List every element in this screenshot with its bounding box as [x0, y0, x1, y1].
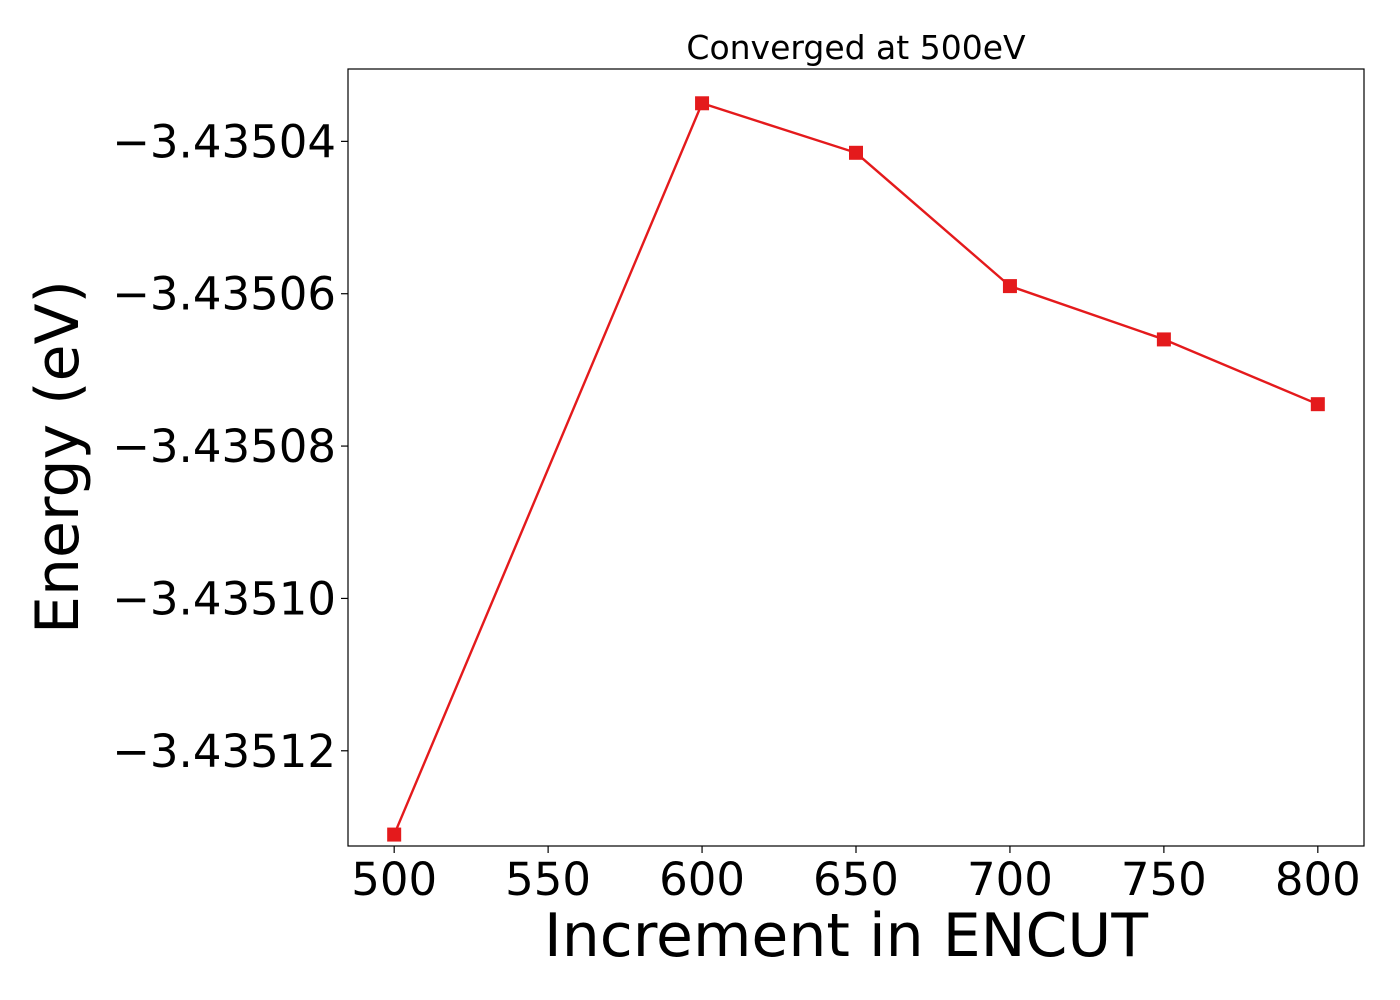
y-tick-label: −3.43508	[112, 420, 336, 473]
plot-area-frame	[347, 68, 1365, 847]
data-point-marker	[1310, 397, 1325, 412]
chart-title: Converged at 500eV	[686, 28, 1026, 67]
data-point-marker	[387, 827, 402, 842]
x-tick-label: 600	[659, 853, 745, 906]
x-axis-label: Increment in ENCUT	[544, 901, 1148, 971]
data-point-marker	[1002, 279, 1017, 294]
x-tick-label: 800	[1275, 853, 1361, 906]
x-tick-label: 700	[967, 853, 1053, 906]
data-point-marker	[695, 96, 710, 111]
y-tick-label: −3.43512	[112, 725, 336, 778]
series-line	[393, 101, 1319, 836]
y-axis-label: Energy (eV)	[23, 280, 93, 634]
x-tick-label: 550	[505, 853, 591, 906]
x-axis-ticks: 500 550 600 650 700 750 800	[351, 846, 1361, 906]
y-tick-label: −3.43504	[112, 115, 336, 168]
x-tick-label: 650	[813, 853, 899, 906]
y-tick-label: −3.43510	[112, 572, 336, 625]
data-point-marker	[1156, 332, 1171, 347]
x-tick-label: 750	[1121, 853, 1207, 906]
y-tick-label: −3.43506	[112, 268, 336, 321]
series-layer	[387, 96, 1325, 842]
x-tick-label: 500	[351, 853, 437, 906]
y-axis-ticks: −3.43504 −3.43506 −3.43508 −3.43510 −3.43512	[112, 115, 348, 778]
data-point-marker	[849, 145, 863, 160]
